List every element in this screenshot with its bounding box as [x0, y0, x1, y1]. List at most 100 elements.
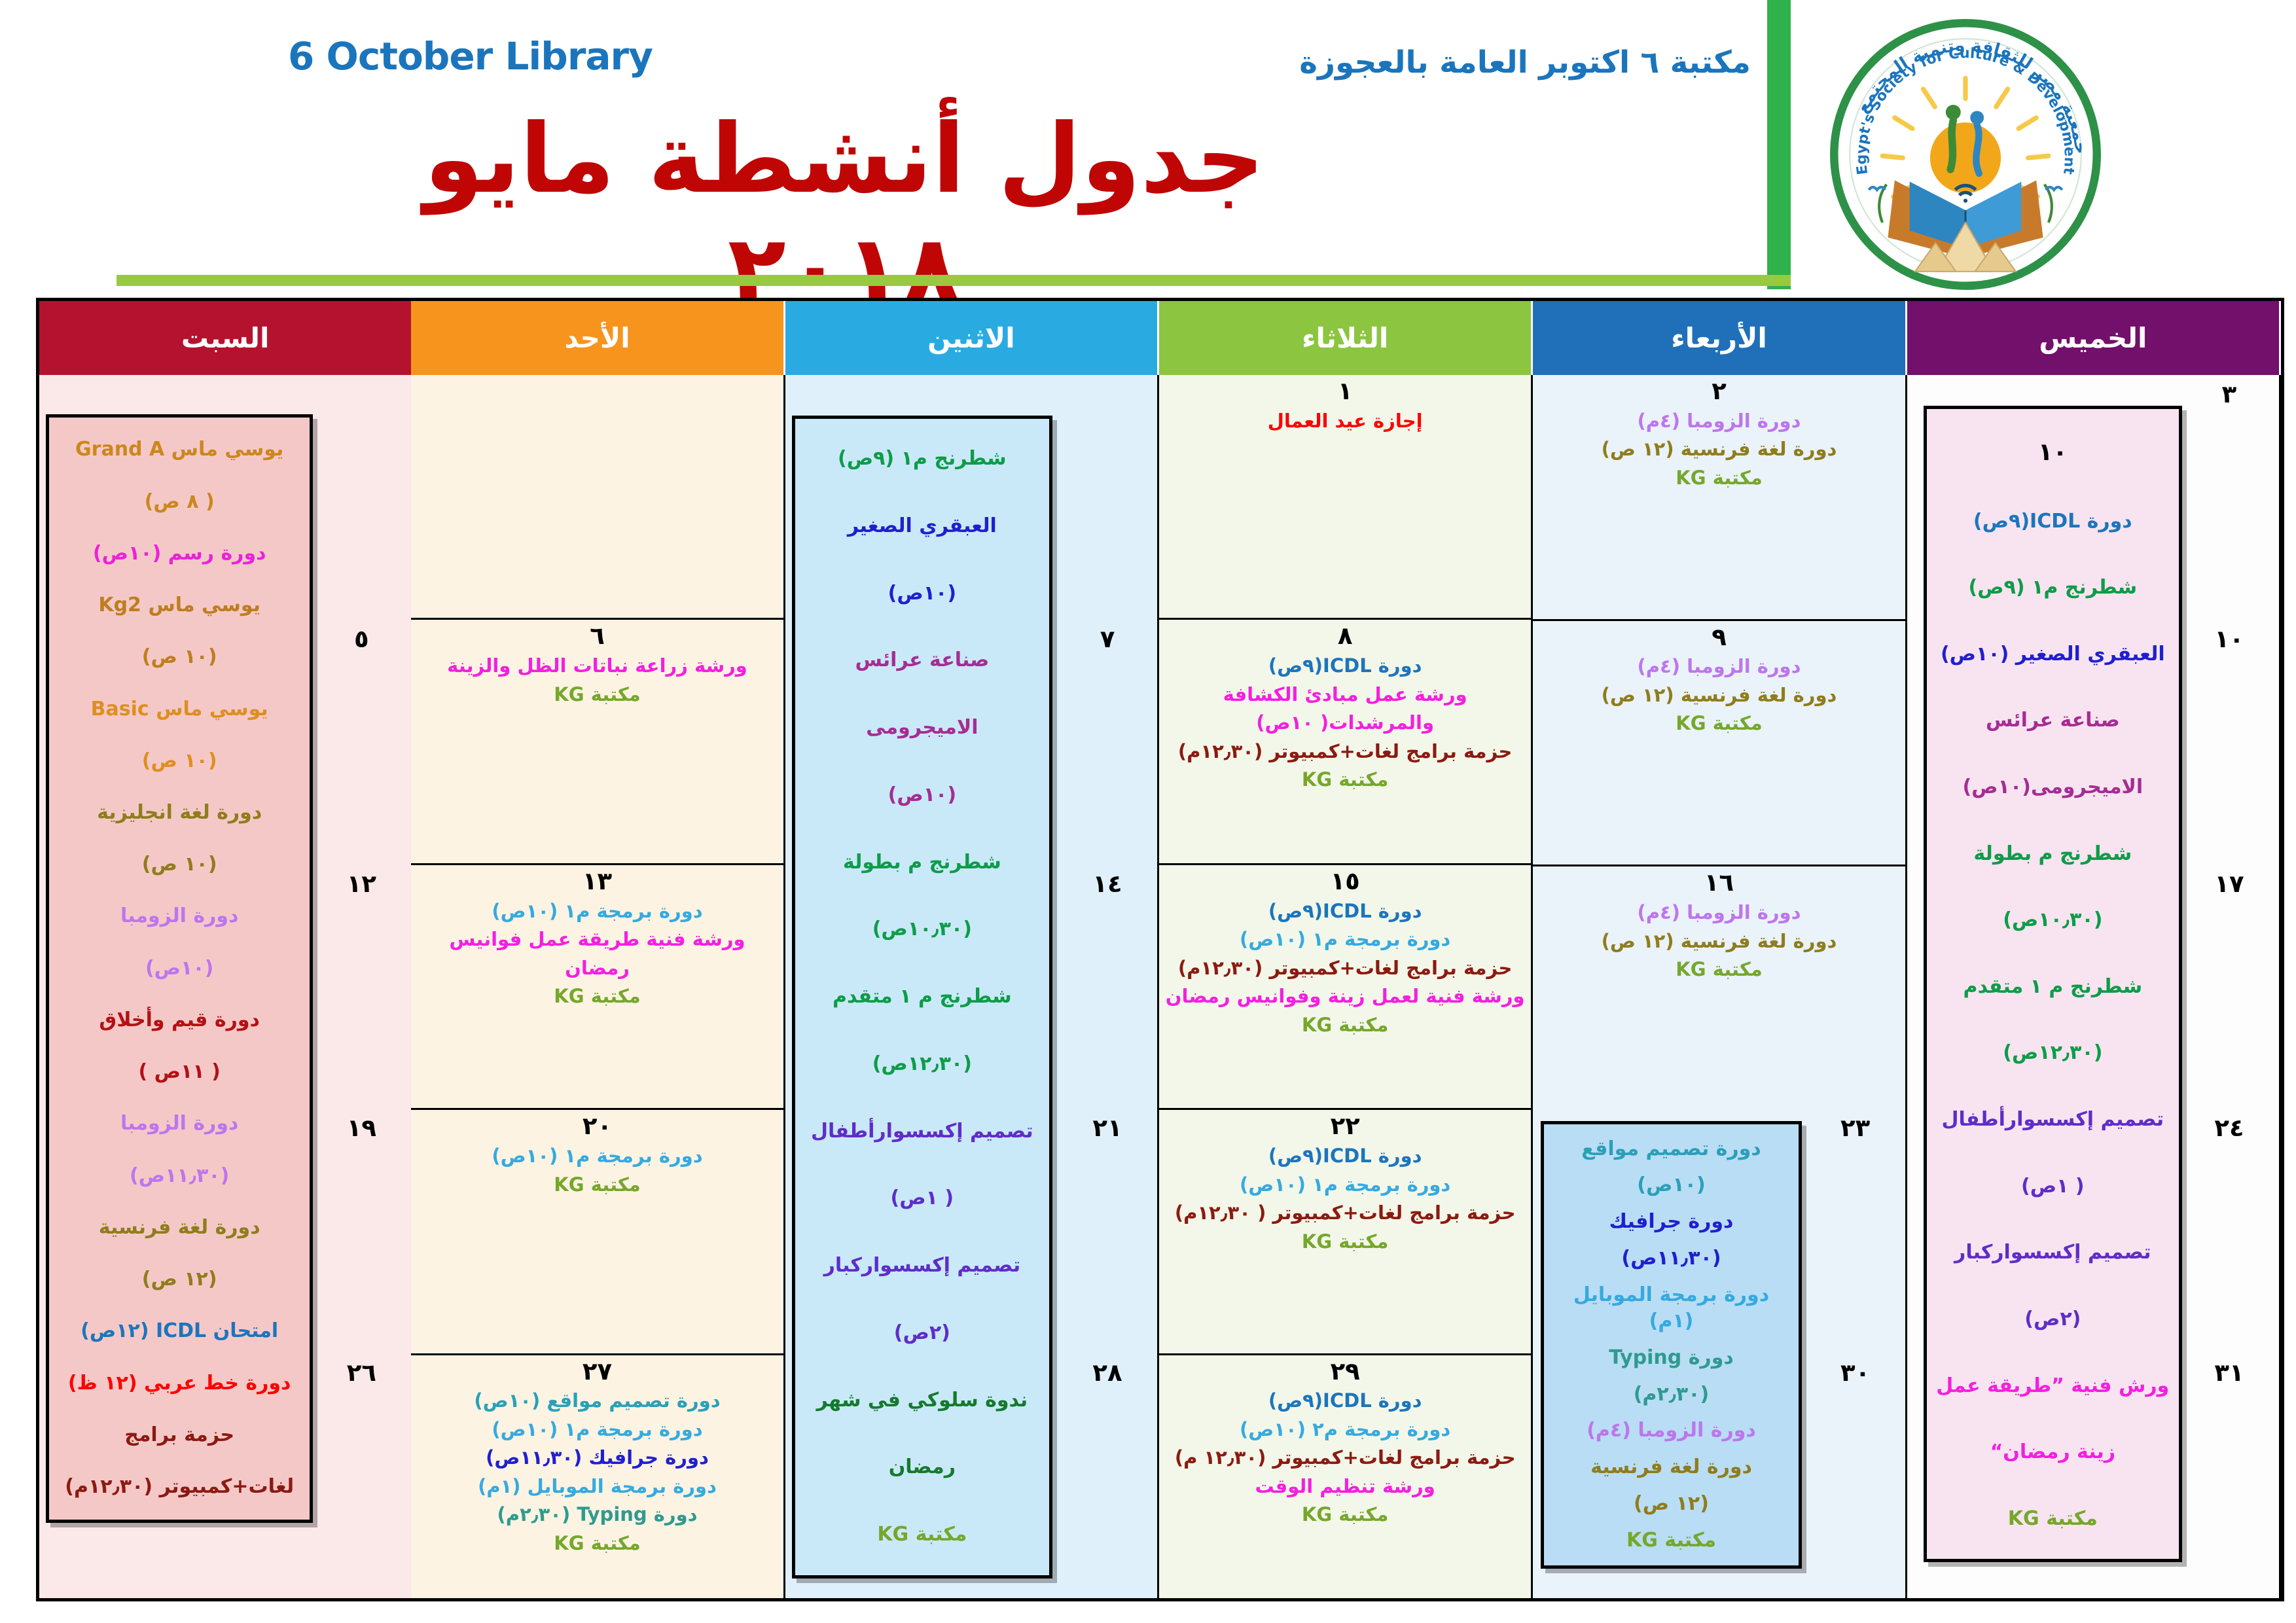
activity-entry: مكتبة KG — [554, 1531, 641, 1554]
activity-entry: دورة الزومبا (٤م) — [1587, 1419, 1756, 1442]
activity-entry: ورشة عمل مبادئ الكشافة والمرشدات( ١٠ص) — [1223, 683, 1467, 734]
activity-entry: رمضان — [888, 1455, 956, 1479]
cell-date: ٦ — [590, 622, 605, 651]
activity-entry: دورة لغة فرنسية — [98, 1215, 260, 1239]
activity-entry: (١٠٫٣٠ص) — [2003, 908, 2103, 932]
library-name-english: 6 October Library — [288, 34, 653, 79]
activity-entry: شطرنج م ١ متقدم — [833, 985, 1012, 1008]
cell-date: ١٢ — [346, 869, 376, 898]
activity-entry: شطرنج م ١ متقدم — [1963, 974, 2143, 998]
calendar-cell: ١٣ دورة برمجة م١ (١٠ص) ورشة فنية طريقة عمل… — [411, 863, 783, 1109]
activity-entry: دورة برمجة م١ (١٠ص) — [492, 1418, 703, 1440]
activity-entry: العبقري الصغير — [847, 514, 997, 537]
calendar-cell: ٩ دورة الزومبا (٤م) دورة لغة فرنسية (١٢ ص)… — [1533, 618, 1905, 865]
activity-entry: شطرنج م بطولة — [1973, 842, 2132, 865]
activity-entry: دورة برمجة م١ (١٠ص) — [1240, 928, 1451, 951]
calendar-cell: ٢٩ دورة ICDL(٩ص) دورة برمجة م٢ (١٠ص) حزمة ب… — [1158, 1353, 1532, 1599]
day-header-label: الخميس — [2039, 322, 2147, 354]
activity-entry: ورشة تنظيم الوقت — [1255, 1474, 1435, 1497]
activity-entry: مكتبة KG — [1301, 768, 1389, 791]
day-body: ١ إجازة عيد العمال ٨ دورة ICDL(٩ص) ورشة عمل … — [1158, 375, 1532, 1599]
cell-date: ١٧ — [2214, 869, 2244, 898]
activity-entry: الاميجرومى — [866, 716, 978, 740]
cell-date: ١ — [1337, 377, 1353, 405]
activity-entry: دورة لغة فرنسية (١٢ ص) — [1601, 683, 1837, 706]
day-header: الأربعاء — [1533, 301, 1907, 375]
activity-entry: دورة قيم وأخلاق — [99, 1008, 260, 1031]
activity-entry: يوسي ماس Kg2 — [98, 594, 260, 617]
cell-date: ٧ — [1100, 624, 1115, 653]
activity-entry: مكتبة KG — [1676, 958, 1763, 981]
cell-date: ٢٤ — [2214, 1114, 2244, 1143]
day-body: ٣ ١٠ ١٧ ٢٤ ٣١ ١٠ دورة ICDL(٩ص) شطرنج م١ (٩ص) الع… — [1907, 375, 2279, 1598]
activity-entry: حزمة برامج — [124, 1423, 235, 1446]
cell-date: ٣١ — [2214, 1359, 2244, 1387]
cell-date: ١٠ — [2037, 437, 2068, 466]
day-column-4: الأربعاء ٢ دورة الزومبا (٤م) دورة لغة فرنسي… — [1533, 301, 1907, 1598]
activity-entry: (١١٫٣٠ص) — [1621, 1246, 1721, 1270]
activity-entry: مكتبة KG — [877, 1523, 967, 1546]
activity-entry: دورة رسم (١٠ص) — [92, 541, 266, 565]
activity-entry: دورة برمجة م٢ (١٠ص) — [1240, 1418, 1451, 1440]
cell-date: ١٠ — [2214, 624, 2244, 653]
activity-entry: دورة برمجة م١ (١٠ص) — [492, 899, 703, 922]
cell-date: ٢٢ — [1330, 1112, 1360, 1141]
activity-entry: شطرنج م١ (٩ص) — [838, 447, 1007, 471]
cell-date: ٥ — [354, 624, 369, 653]
activity-entry: دورة تصميم مواقع — [1581, 1137, 1761, 1160]
cell-date: ٢١ — [1092, 1114, 1122, 1143]
green-underline — [117, 275, 1791, 286]
cell-date: ٢٩ — [1330, 1357, 1360, 1385]
activity-entry: لغات+كمبيوتر (١٢٫٣٠م) — [65, 1475, 295, 1499]
activity-entry: ورشة زراعة نباتات الظل والزينة — [447, 654, 747, 677]
activity-entry: (١٠ ص) — [141, 749, 217, 772]
activity-entry: صناعة عرائس — [855, 649, 990, 672]
calendar-cell: ٢٢ دورة ICDL(٩ص) دورة برمجة م١ (١٠ص) حزمة ب… — [1158, 1108, 1532, 1353]
calendar-cell: ٨ دورة ICDL(٩ص) ورشة عمل مبادئ الكشافة وال… — [1158, 618, 1532, 863]
activities-overlay-box: يوسي ماس Grand A ( ٨ ص) دورة رسم (١٠ص) يوسي… — [46, 414, 314, 1523]
activity-entry: (١٢ ص) — [1634, 1492, 1709, 1516]
day-column-1: الأحد ٦ ورشة زراعة نباتات الظل والزينة مكتب… — [411, 301, 785, 1599]
wifi-icon — [1954, 184, 1977, 203]
cell-date: ٢ — [1712, 377, 1727, 405]
activity-entry: ورشة فنية لعمل زينة وفوانيس رمضان — [1165, 985, 1525, 1008]
day-header-label: الأربعاء — [1671, 322, 1767, 354]
activity-entry: تصميم إكسسواركبار — [1954, 1241, 2151, 1264]
activity-entry: (١١٫٣٠ص) — [130, 1164, 230, 1187]
activity-entry: دورة لغة انجليزية — [97, 801, 262, 824]
day-header: الاثنين — [785, 301, 1159, 375]
day-column-5: الخميس ٣ ١٠ ١٧ ٢٤ ٣١ ١٠ دورة ICDL(٩ص) شطرنج م١ (… — [1907, 301, 2281, 1598]
activity-entry: تصميم إكسسوارأطفال — [810, 1119, 1033, 1143]
activity-entry: دورة الزومبا — [120, 904, 239, 928]
activity-entry: شطرنج م١ (٩ص) — [1968, 576, 2138, 599]
activity-entry: تصميم إكسسواركبار — [823, 1254, 1021, 1277]
page-title: جدول أنشطة مايو ٢٠١٨ — [423, 103, 1265, 326]
day-body: ٧ ١٤ ٢١ ٢٨ شطرنج م١ (٩ص) العبقري الصغير (١٠ص) ص… — [785, 375, 1157, 1598]
day-body: ٦ ورشة زراعة نباتات الظل والزينة مكتبة KG ١… — [411, 375, 783, 1599]
cell-date: ٣٠ — [1840, 1359, 1871, 1387]
activity-entry: دورة برمجة الموبايل (١م) — [1573, 1283, 1770, 1333]
cell-date: ٨ — [1337, 622, 1353, 651]
activities-calendar-table: السبت ٥ ١٢ ١٩ ٢٦ يوسي ماس Grand A( ٨ ص) دورة ر… — [36, 298, 2284, 1601]
day-body: ٢ دورة الزومبا (٤م) دورة لغة فرنسية (١٢ ص)… — [1533, 375, 1905, 1598]
activity-entry: إجازة عيد العمال — [1267, 409, 1423, 432]
bird-icon — [1867, 185, 2064, 192]
activity-entry: دورة ICDL(٩ص) — [1268, 654, 1422, 677]
activity-entry: دورة جرافيك (١١٫٣٠ص) — [486, 1446, 709, 1469]
activity-entry: حزمة برامج لغات+كمبيوتر (١٢٫٣٠ م) — [1174, 1446, 1516, 1469]
activity-entry: (١٠ص) — [888, 783, 957, 806]
activity-entry: ( ٨ ص) — [144, 490, 215, 513]
activity-entry: ( ١ص) — [2021, 1174, 2085, 1198]
activity-entry: مكتبة KG — [1301, 1503, 1389, 1526]
activity-entry: شطرنج م بطولة — [842, 850, 1001, 874]
activity-entry: يوسي ماس Grand A — [75, 438, 284, 461]
activity-entry: دورة لغة فرنسية (١٢ ص) — [1601, 929, 1837, 952]
activity-entry: ( ١ص) — [890, 1186, 954, 1210]
calendar-cell: ٦ ورشة زراعة نباتات الظل والزينة مكتبة KG — [411, 618, 783, 863]
activity-entry: مكتبة KG — [2007, 1507, 2098, 1530]
library-name-arabic: مكتبة ٦ اكتوبر العامة بالعجوزة — [1299, 45, 1751, 80]
day-header-label: الثلاثاء — [1302, 322, 1389, 354]
activity-entry: دورة ICDL(٩ص) — [1268, 1145, 1422, 1168]
activity-entry: (١٠ ص) — [141, 853, 217, 876]
